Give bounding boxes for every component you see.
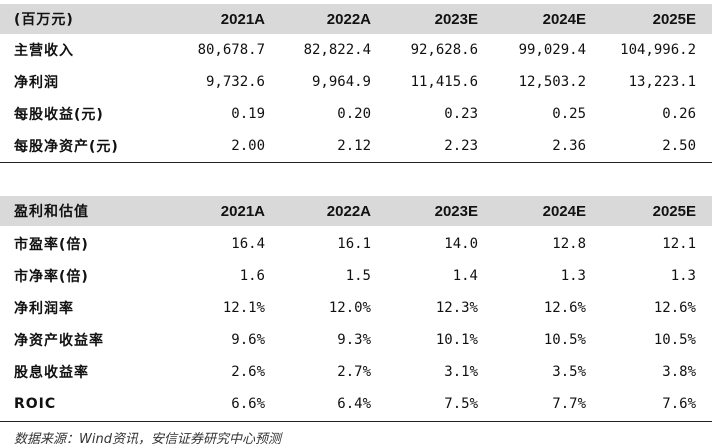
table1-row-revenue: 主营收入 80,678.7 82,822.4 92,628.6 99,029.4… bbox=[0, 34, 712, 66]
table1-row-bvps: 每股净资产(元) 2.00 2.12 2.23 2.36 2.50 bbox=[0, 130, 712, 162]
table2-row-dividend-yield: 股息收益率 2.6% 2.7% 3.1% 3.5% 3.8% bbox=[0, 356, 712, 388]
row-label: 股息收益率 bbox=[14, 365, 89, 381]
table-cell: 12.1% bbox=[222, 300, 265, 316]
table-cell: 11,415.6 bbox=[410, 74, 478, 90]
table-cell: 2.7% bbox=[337, 364, 371, 380]
table-cell: 12.3% bbox=[435, 300, 478, 316]
table-cell: 7.5% bbox=[444, 396, 478, 412]
table1-header-2024e: 2024E bbox=[542, 10, 586, 28]
table-cell: 0.23 bbox=[444, 106, 478, 122]
table-cell: 0.25 bbox=[552, 106, 586, 122]
row-label: 净利润率 bbox=[14, 301, 74, 317]
table-cell: 16.1 bbox=[337, 236, 371, 252]
table-cell: 1.3 bbox=[560, 268, 586, 284]
row-label: 每股收益(元) bbox=[14, 107, 104, 123]
table1-header-2025e: 2025E bbox=[652, 10, 696, 28]
table-cell: 12.6% bbox=[543, 300, 586, 316]
table2-header-2025e: 2025E bbox=[652, 202, 696, 220]
table-cell: 92,628.6 bbox=[410, 42, 478, 58]
table-cell: 12.8 bbox=[552, 236, 586, 252]
row-label: 净利润 bbox=[14, 75, 59, 91]
table-cell: 2.6% bbox=[231, 364, 265, 380]
table-cell: 12,503.2 bbox=[518, 74, 586, 90]
row-label: 每股净资产(元) bbox=[14, 139, 119, 155]
table-cell: 0.20 bbox=[337, 106, 371, 122]
table-cell: 10.1% bbox=[435, 332, 478, 348]
table-cell: 1.3 bbox=[670, 268, 696, 284]
table1-row-net-profit: 净利润 9,732.6 9,964.9 11,415.6 12,503.2 13… bbox=[0, 66, 712, 98]
table-cell: 12.1 bbox=[662, 236, 696, 252]
table-cell: 0.26 bbox=[662, 106, 696, 122]
table2-row-roe: 净资产收益率 9.6% 9.3% 10.1% 10.5% 10.5% bbox=[0, 324, 712, 356]
table-cell: 9,964.9 bbox=[311, 74, 371, 90]
table-cell: 6.6% bbox=[231, 396, 265, 412]
table-cell: 99,029.4 bbox=[518, 42, 586, 58]
row-label: ROIC bbox=[14, 396, 57, 412]
table2-header-2024e: 2024E bbox=[542, 202, 586, 220]
row-label: 主营收入 bbox=[14, 43, 74, 59]
table2-bottom-rule bbox=[0, 421, 712, 422]
table-cell: 3.1% bbox=[444, 364, 478, 380]
table2-row-net-margin: 净利润率 12.1% 12.0% 12.3% 12.6% 12.6% bbox=[0, 292, 712, 324]
table-cell: 104,996.2 bbox=[620, 42, 696, 58]
table-cell: 2.00 bbox=[231, 138, 265, 154]
table-cell: 80,678.7 bbox=[197, 42, 265, 58]
table2-header-label: 盈利和估值 bbox=[14, 204, 89, 220]
table-cell: 7.7% bbox=[552, 396, 586, 412]
table2-row-pe: 市盈率(倍) 16.4 16.1 14.0 12.8 12.1 bbox=[0, 228, 712, 260]
table-cell: 10.5% bbox=[653, 332, 696, 348]
table1-header: (百万元) 2021A 2022A 2023E 2024E 2025E bbox=[0, 4, 712, 34]
table-cell: 2.23 bbox=[444, 138, 478, 154]
row-label: 市盈率(倍) bbox=[14, 237, 89, 253]
table-cell: 9.3% bbox=[337, 332, 371, 348]
table2-header-2022a: 2022A bbox=[326, 202, 371, 220]
table1-header-2023e: 2023E bbox=[434, 10, 478, 28]
table-cell: 2.50 bbox=[662, 138, 696, 154]
table-cell: 1.5 bbox=[345, 268, 371, 284]
table-cell: 0.19 bbox=[231, 106, 265, 122]
table1-header-2022a: 2022A bbox=[326, 10, 371, 28]
table-cell: 7.6% bbox=[662, 396, 696, 412]
table-cell: 82,822.4 bbox=[303, 42, 371, 58]
table2-header: 盈利和估值 2021A 2022A 2023E 2024E 2025E bbox=[0, 196, 712, 226]
table2-header-2021a: 2021A bbox=[220, 202, 265, 220]
table-cell: 2.36 bbox=[552, 138, 586, 154]
row-label: 市净率(倍) bbox=[14, 269, 89, 285]
source-footnote: 数据来源：Wind资讯，安信证券研究中心预测 bbox=[14, 432, 281, 447]
table-cell: 3.5% bbox=[552, 364, 586, 380]
table-cell: 1.4 bbox=[452, 268, 478, 284]
table1-header-2021a: 2021A bbox=[220, 10, 265, 28]
table-cell: 13,223.1 bbox=[628, 74, 696, 90]
table-cell: 9.6% bbox=[231, 332, 265, 348]
table-cell: 6.4% bbox=[337, 396, 371, 412]
table-cell: 12.0% bbox=[328, 300, 371, 316]
table-cell: 10.5% bbox=[543, 332, 586, 348]
table-cell: 1.6 bbox=[239, 268, 265, 284]
row-label: 净资产收益率 bbox=[14, 333, 104, 349]
table2-row-pb: 市净率(倍) 1.6 1.5 1.4 1.3 1.3 bbox=[0, 260, 712, 292]
table-cell: 3.8% bbox=[662, 364, 696, 380]
table-cell: 16.4 bbox=[231, 236, 265, 252]
table-cell: 14.0 bbox=[444, 236, 478, 252]
table1-bottom-rule bbox=[0, 162, 712, 163]
table1-row-eps: 每股收益(元) 0.19 0.20 0.23 0.25 0.26 bbox=[0, 98, 712, 130]
table-cell: 12.6% bbox=[653, 300, 696, 316]
table-cell: 9,732.6 bbox=[205, 74, 265, 90]
table2-header-2023e: 2023E bbox=[434, 202, 478, 220]
table1-header-label: (百万元) bbox=[14, 12, 74, 28]
table-cell: 2.12 bbox=[337, 138, 371, 154]
table2-row-roic: ROIC 6.6% 6.4% 7.5% 7.7% 7.6% bbox=[0, 388, 712, 420]
